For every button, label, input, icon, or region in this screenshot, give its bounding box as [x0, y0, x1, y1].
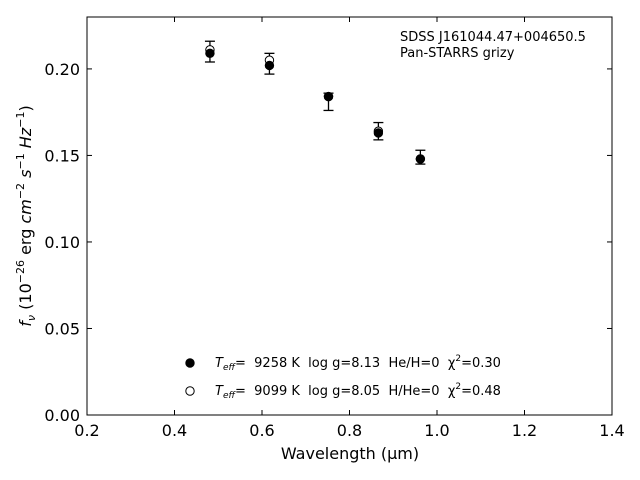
x-axis-label: Wavelength (μm) — [281, 444, 419, 463]
legend: Teff= 9258 K log g=8.13 He/H=0 χ2=0.30 T… — [185, 354, 501, 401]
annotation-line-1: SDSS J161044.47+004650.5 — [400, 30, 586, 45]
x-tick-label-6: 1.4 — [599, 421, 624, 440]
legend-entry-2: Teff= 9099 K log g=8.05 H/He=0 χ2=0.48 — [215, 382, 501, 401]
data-points — [205, 45, 426, 164]
y-tick-label-3: 0.15 — [44, 146, 80, 165]
x-tick-labels: 0.2 0.4 0.6 0.8 1.0 1.2 1.4 — [74, 421, 624, 440]
y-axis-label: fν (10−26 erg cm−2 s−1 Hz−1) — [14, 105, 38, 326]
x-tick-label-3: 0.8 — [337, 421, 362, 440]
x-tick-label-1: 0.4 — [162, 421, 187, 440]
legend-marker-open — [185, 386, 195, 396]
x-tick-label-2: 0.6 — [249, 421, 274, 440]
svg-text:fν (10−26 erg cm−2 s−1 Hz−1): fν (10−26 erg cm−2 s−1 Hz−1) — [14, 105, 38, 326]
annotation-line-2: Pan-STARRS grizy — [400, 46, 515, 61]
x-tick-label-4: 1.0 — [424, 421, 449, 440]
model-point-filled-4 — [415, 154, 426, 164]
model-point-filled-0 — [205, 48, 215, 59]
axis-ticks — [86, 17, 613, 416]
y-tick-label-2: 0.10 — [44, 233, 80, 252]
model-point-filled-2 — [323, 91, 334, 102]
x-tick-label-0: 0.2 — [74, 421, 99, 440]
model-point-filled-1 — [264, 60, 275, 71]
y-tick-labels: 0.00 0.05 0.10 0.15 0.20 — [44, 60, 80, 425]
error-bars — [204, 40, 426, 165]
legend-marker-filled — [185, 358, 195, 368]
x-tick-label-5: 1.2 — [512, 421, 537, 440]
y-tick-label-4: 0.20 — [44, 60, 80, 79]
legend-entry-1: Teff= 9258 K log g=8.13 He/H=0 χ2=0.30 — [215, 354, 501, 373]
y-tick-label-1: 0.05 — [44, 319, 80, 338]
y-tick-label-0: 0.00 — [44, 406, 80, 425]
model-point-filled-3 — [373, 128, 384, 138]
